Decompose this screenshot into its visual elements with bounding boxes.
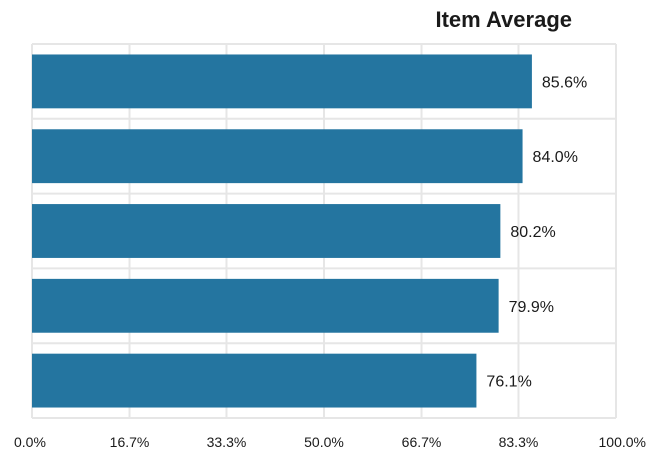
- x-axis-tick-labels: 0.0% 16.7% 33.3% 50.0% 66.7% 83.3% 100.0%: [14, 434, 646, 450]
- bar: [32, 54, 532, 109]
- bar-value-label: 79.9%: [509, 299, 554, 316]
- x-tick-label: 0.0%: [14, 434, 46, 450]
- bar: [32, 353, 477, 408]
- bar: [32, 278, 499, 333]
- x-tick-label: 100.0%: [599, 434, 646, 450]
- bar-value-label: 80.2%: [510, 224, 555, 241]
- x-tick-label: 66.7%: [402, 434, 442, 450]
- bar-value-label: 76.1%: [486, 374, 531, 391]
- x-tick-label: 83.3%: [499, 434, 539, 450]
- data-labels: 85.6% 84.0% 80.2% 79.9% 76.1%: [486, 74, 587, 390]
- bar: [32, 204, 501, 258]
- chart-title: Item Average: [435, 7, 572, 32]
- x-tick-label: 50.0%: [304, 434, 344, 450]
- x-tick-label: 16.7%: [110, 434, 150, 450]
- x-tick-label: 33.3%: [207, 434, 247, 450]
- bar-value-label: 85.6%: [542, 74, 587, 91]
- bars: [32, 54, 532, 408]
- bar: [32, 129, 523, 184]
- bar-value-label: 84.0%: [533, 149, 578, 166]
